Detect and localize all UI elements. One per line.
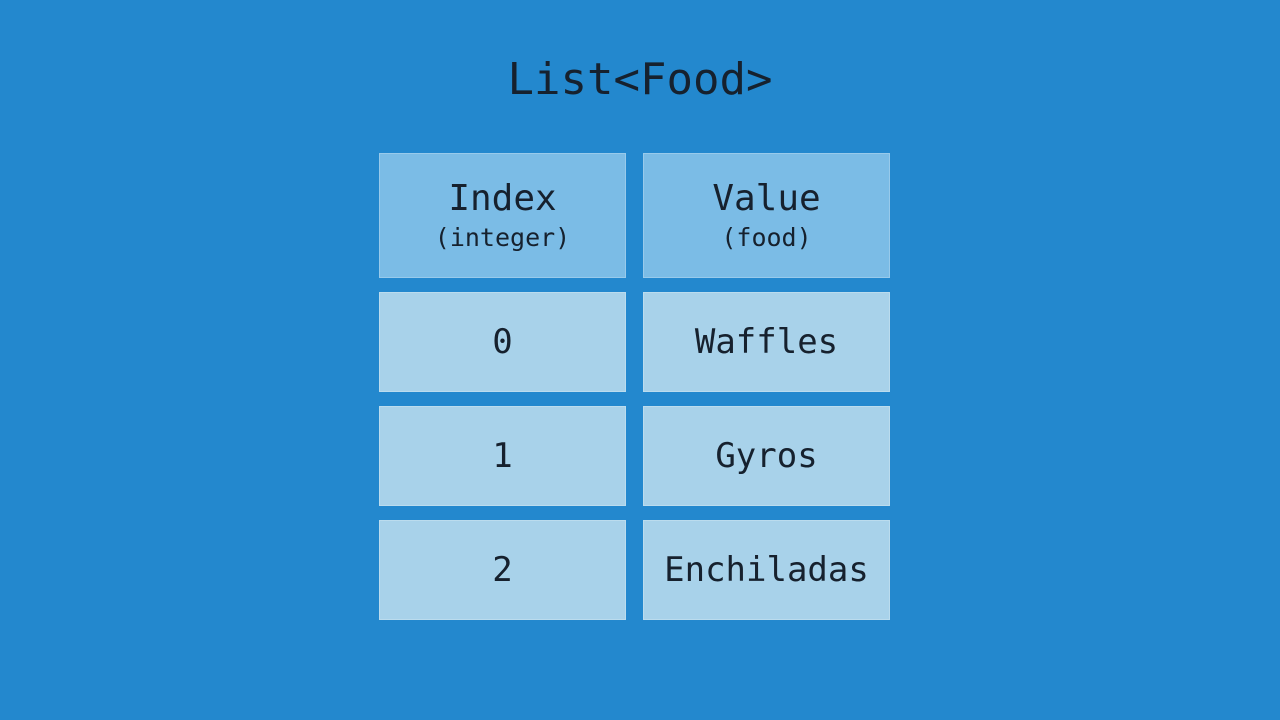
table-cell-index: 0 xyxy=(379,292,626,392)
table-row: 2 Enchiladas xyxy=(379,520,890,620)
table-cell-value: Gyros xyxy=(643,406,890,506)
table-header-label-index: Index xyxy=(448,177,557,219)
table-cell-value-text: Enchiladas xyxy=(664,550,869,590)
table-row: 1 Gyros xyxy=(379,406,890,506)
table-cell-index: 1 xyxy=(379,406,626,506)
table-header-row: Index (integer) Value (food) xyxy=(379,153,890,278)
table-header-label-value: Value xyxy=(712,177,821,219)
table-cell-index-text: 1 xyxy=(492,436,513,476)
table-cell-value-text: Waffles xyxy=(694,322,839,362)
table-cell-value-text: Gyros xyxy=(715,436,818,476)
table-header-subtype-index: (integer) xyxy=(434,222,571,252)
table-header-cell-value: Value (food) xyxy=(643,153,890,278)
table-cell-value: Enchiladas xyxy=(643,520,890,620)
table-cell-index-text: 2 xyxy=(492,550,513,590)
page-title: List<Food> xyxy=(507,54,773,105)
table-cell-value: Waffles xyxy=(643,292,890,392)
table-row: 0 Waffles xyxy=(379,292,890,392)
table-header-cell-index: Index (integer) xyxy=(379,153,626,278)
table-cell-index-text: 0 xyxy=(492,322,513,362)
table-cell-index: 2 xyxy=(379,520,626,620)
table-header-subtype-value: (food) xyxy=(721,222,812,252)
list-table: Index (integer) Value (food) 0 Waffles 1… xyxy=(379,153,890,620)
